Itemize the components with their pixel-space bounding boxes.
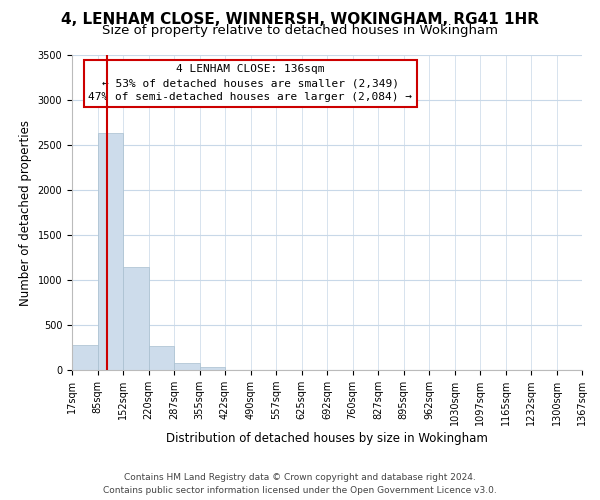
Bar	[149, 346, 174, 370]
Bar	[199, 367, 225, 370]
Bar	[174, 363, 199, 370]
Bar	[97, 134, 123, 370]
Text: 4, LENHAM CLOSE, WINNERSH, WOKINGHAM, RG41 1HR: 4, LENHAM CLOSE, WINNERSH, WOKINGHAM, RG…	[61, 12, 539, 28]
Text: Contains HM Land Registry data © Crown copyright and database right 2024.
Contai: Contains HM Land Registry data © Crown c…	[103, 473, 497, 495]
Text: 4 LENHAM CLOSE: 136sqm
← 53% of detached houses are smaller (2,349)
47% of semi-: 4 LENHAM CLOSE: 136sqm ← 53% of detached…	[89, 64, 413, 102]
Y-axis label: Number of detached properties: Number of detached properties	[19, 120, 32, 306]
X-axis label: Distribution of detached houses by size in Wokingham: Distribution of detached houses by size …	[166, 432, 488, 445]
Bar	[123, 268, 149, 370]
Text: Size of property relative to detached houses in Wokingham: Size of property relative to detached ho…	[102, 24, 498, 37]
Bar	[72, 345, 97, 370]
